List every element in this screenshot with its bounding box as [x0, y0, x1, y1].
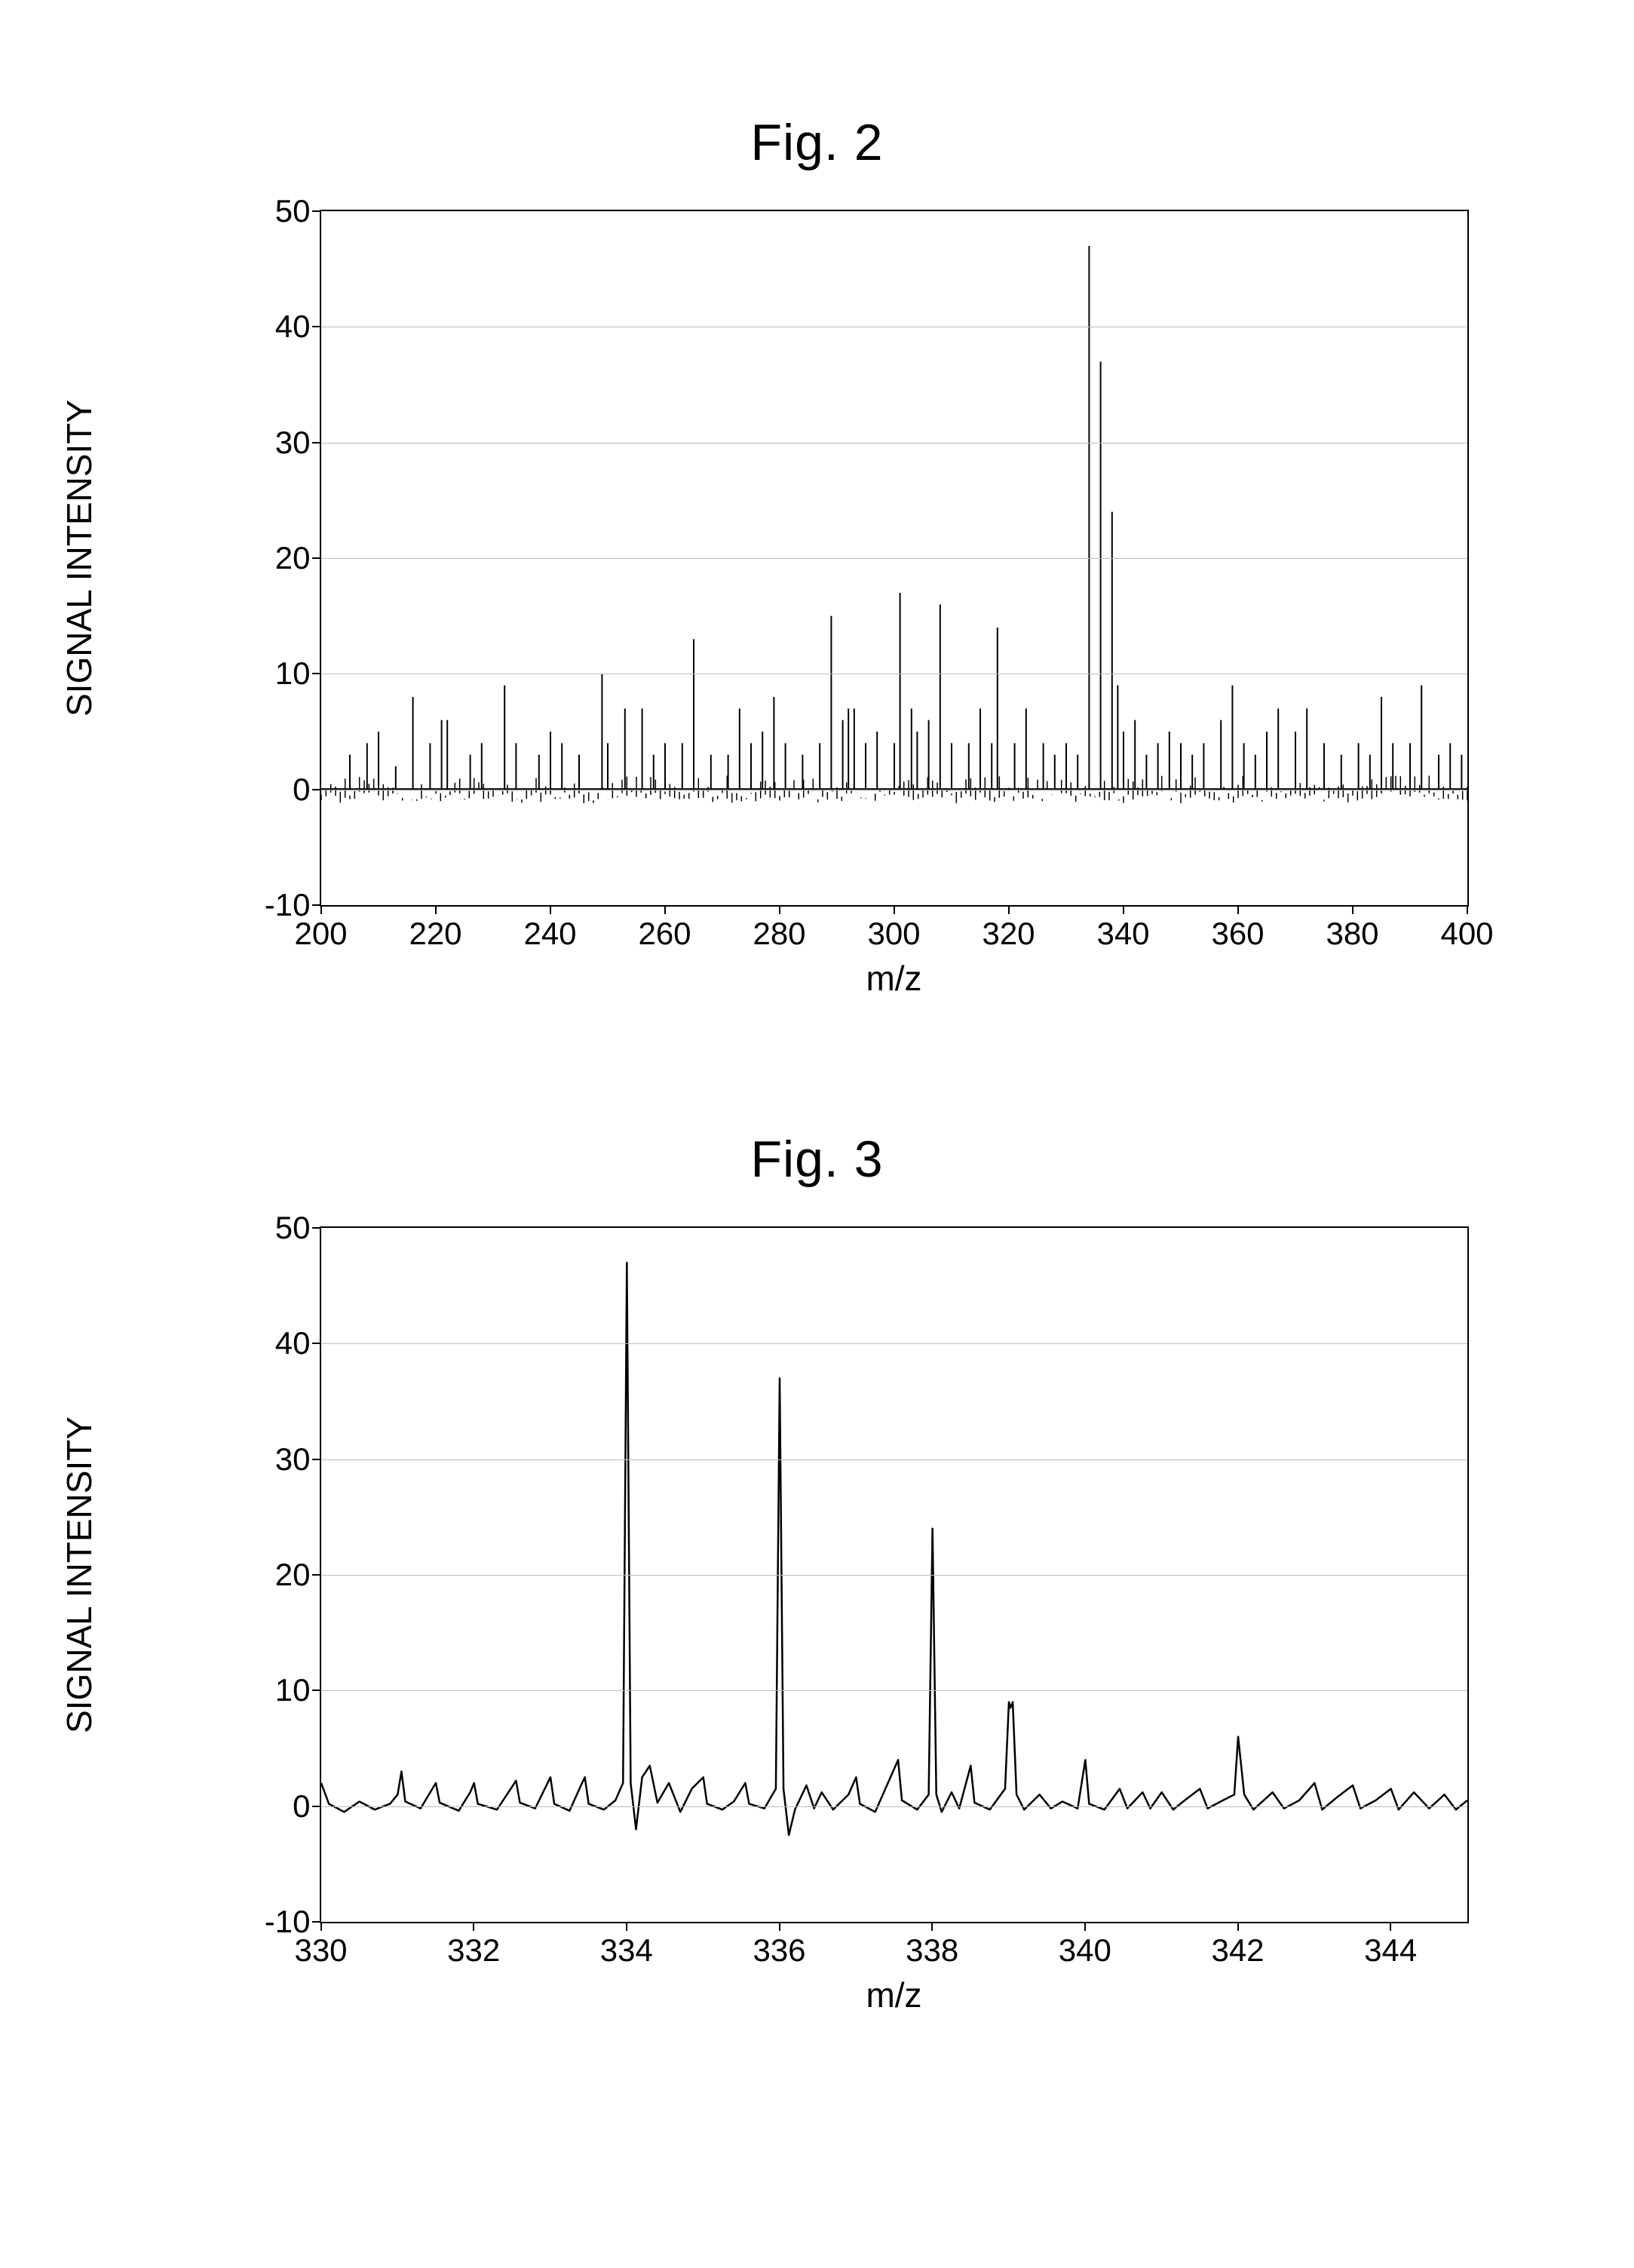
xtick-label: 330 [294, 1922, 347, 1969]
xtick-label: 380 [1326, 905, 1378, 952]
ytick-label: 30 [275, 1441, 321, 1478]
figure-3-block: Fig. 3 SIGNAL INTENSITY m/z -10010203040… [151, 1107, 1483, 2056]
xtick-label: 334 [600, 1922, 653, 1969]
xtick-label: 342 [1211, 1922, 1264, 1969]
xtick-label: 344 [1364, 1922, 1417, 1969]
xtick-label: 360 [1211, 905, 1264, 952]
ytick-label: 0 [293, 1788, 320, 1825]
figure-2-chart: SIGNAL INTENSITY m/z -100102030405020022… [154, 195, 1481, 1039]
ytick-label: 0 [293, 772, 320, 808]
xtick-label: 340 [1096, 905, 1149, 952]
xtick-label: 240 [523, 905, 576, 952]
xtick-label: 400 [1440, 905, 1493, 952]
spectrum-trace [321, 1263, 1467, 1835]
figure-3-plot-area: SIGNAL INTENSITY m/z -100102030405033033… [320, 1226, 1469, 1923]
gridline [321, 1806, 1467, 1807]
xtick-label: 336 [753, 1922, 805, 1969]
ytick-label: 40 [275, 308, 321, 345]
figure-2-xlabel: m/z [866, 958, 921, 999]
figure-2-ylabel: SIGNAL INTENSITY [59, 400, 100, 717]
xtick-label: 320 [982, 905, 1035, 952]
xtick-label: 300 [867, 905, 920, 952]
page: Fig. 2 SIGNAL INTENSITY m/z -10010203040… [0, 0, 1634, 2268]
xtick-label: 200 [294, 905, 347, 952]
gridline [321, 1459, 1467, 1460]
ytick-label: 50 [275, 193, 321, 229]
figure-2-plot-area: SIGNAL INTENSITY m/z -100102030405020022… [320, 210, 1469, 907]
xtick-label: 220 [409, 905, 461, 952]
figure-3-ylabel: SIGNAL INTENSITY [59, 1416, 100, 1733]
figure-3-xlabel: m/z [866, 1975, 921, 2015]
xtick-label: 332 [447, 1922, 500, 1969]
ytick-label: 20 [275, 540, 321, 576]
figure-2-block: Fig. 2 SIGNAL INTENSITY m/z -10010203040… [151, 91, 1483, 1039]
xtick-label: 260 [638, 905, 691, 952]
spacer [151, 1039, 1483, 1107]
xtick-label: 340 [1059, 1922, 1111, 1969]
gridline [321, 558, 1467, 559]
ytick-label: 50 [275, 1210, 321, 1246]
xtick-label: 280 [753, 905, 805, 952]
gridline [321, 1343, 1467, 1344]
xtick-label: 338 [906, 1922, 958, 1969]
gridline [321, 1690, 1467, 1691]
figure-3-title: Fig. 3 [750, 1130, 883, 1189]
gridline [321, 1575, 1467, 1576]
ytick-label: 30 [275, 425, 321, 461]
figure-2-title: Fig. 2 [750, 113, 883, 172]
figure-3-chart: SIGNAL INTENSITY m/z -100102030405033033… [154, 1211, 1481, 2056]
ytick-label: 10 [275, 655, 321, 692]
ytick-label: 20 [275, 1557, 321, 1593]
ytick-label: 40 [275, 1325, 321, 1361]
ytick-label: 10 [275, 1672, 321, 1708]
